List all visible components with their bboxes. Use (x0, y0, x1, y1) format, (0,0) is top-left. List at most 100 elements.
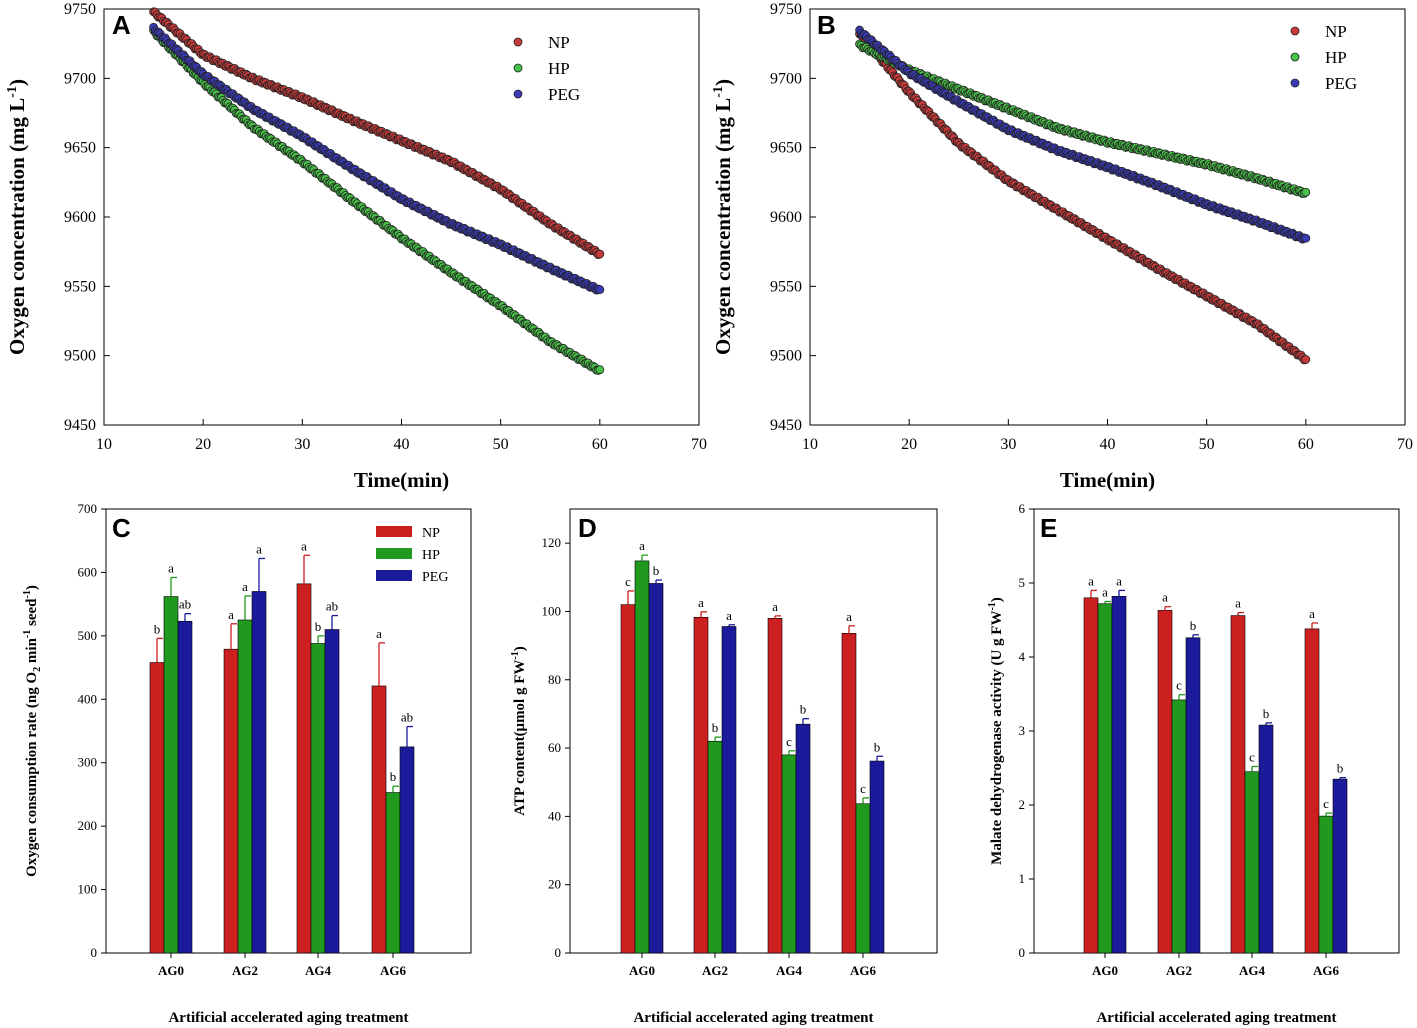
x-tick-label: AG2 (232, 963, 258, 978)
x-tick-label: 60 (592, 436, 608, 453)
bar (721, 626, 737, 954)
y-axis-title-part: ) (24, 585, 40, 590)
y-tick-label: 80 (548, 672, 561, 687)
y-axis-title-part: -1 (510, 651, 521, 659)
bar (223, 648, 239, 954)
panel-letter: A (112, 10, 131, 40)
y-tick-label: 700 (78, 501, 98, 516)
series-hp: a c c c (1097, 585, 1334, 954)
x-tick-label: AG4 (1239, 963, 1266, 978)
legend-label: PEG (422, 570, 448, 585)
x-tick-label: AG6 (380, 963, 407, 978)
panel-letter: C (112, 513, 131, 543)
bar (1157, 610, 1173, 954)
y-axis-title-sup: -1 (711, 86, 726, 98)
data-point (1301, 233, 1311, 243)
series-peg: a b b b (1111, 573, 1348, 954)
bar (869, 760, 885, 954)
significance-letter: a (256, 541, 262, 556)
significance-letter: b (800, 702, 807, 717)
significance-letter: a (1102, 585, 1108, 600)
significance-letter: a (1235, 596, 1241, 611)
bar (1171, 699, 1187, 954)
x-axis-title: Time(min) (1060, 468, 1155, 492)
x-tick-label: 20 (195, 436, 211, 453)
y-axis-title-part: -1 (987, 602, 998, 610)
y-tick-label: 9750 (64, 1, 96, 18)
series-peg: b a b b (648, 563, 885, 954)
x-tick-label: 30 (294, 436, 310, 453)
x-tick-label: 50 (1199, 436, 1215, 453)
x-tick-label: 50 (493, 436, 509, 453)
legend-label: PEG (548, 85, 580, 104)
significance-letter: c (625, 574, 631, 589)
y-tick-label: 0 (1019, 945, 1026, 960)
significance-letter: b (315, 619, 322, 634)
bar (648, 583, 664, 954)
x-tick-label: 70 (691, 436, 707, 453)
x-tick-label: AG6 (1313, 963, 1340, 978)
x-axis-title: Artificial accelerated aging treatment (1096, 1010, 1336, 1026)
bar (795, 723, 811, 954)
x-tick-label: 40 (1100, 436, 1116, 453)
series-np: aa aa (1083, 573, 1320, 954)
plot-frame (569, 508, 938, 954)
significance-letter: a (846, 609, 852, 624)
y-tick-label: 20 (548, 877, 561, 892)
y-axis-title-sup: -1 (5, 86, 20, 98)
bar (324, 629, 340, 954)
x-tick-label: 70 (1397, 436, 1413, 453)
bar (1185, 637, 1201, 954)
legend-label: NP (1325, 22, 1347, 41)
y-tick-label: 60 (548, 740, 561, 755)
y-tick-label: 200 (78, 818, 98, 833)
y-tick-label: 9550 (770, 278, 802, 295)
plot-frame (809, 8, 1406, 426)
legend-label: HP (422, 548, 440, 563)
legend-marker (1290, 52, 1300, 62)
bar (1083, 597, 1099, 954)
bar (371, 685, 387, 954)
series-np: b a a a (149, 538, 387, 954)
y-tick-label: 3 (1019, 723, 1026, 738)
y-axis-title-part: Oxygen consumption rate (ng O (24, 672, 40, 877)
significance-letter: b (874, 739, 881, 754)
y-tick-label: 9500 (770, 348, 802, 365)
bar (693, 616, 709, 954)
series-peg (149, 22, 605, 295)
y-tick-label: 400 (78, 691, 98, 706)
bar (1097, 603, 1113, 954)
y-axis-title: ATP content(μmol g FW-1) (510, 646, 528, 815)
x-tick-label: 10 (802, 436, 818, 453)
legend-marker (1290, 26, 1300, 36)
significance-letter: a (376, 626, 382, 641)
bar (1258, 724, 1274, 954)
significance-letter: a (168, 561, 174, 576)
y-axis-title: Oxygen concentration (mg L-1) (5, 79, 29, 355)
significance-letter: a (242, 579, 248, 594)
bar (251, 591, 267, 954)
significance-letter: b (712, 720, 719, 735)
y-axis-title-main: Oxygen concentration (mg L (711, 98, 735, 355)
data-point (595, 365, 605, 375)
panel-b: 10 20 30 40 50 60 70 9450 9500 9550 9600 9650 9700 97… (711, 1, 1413, 492)
panel-letter: E (1040, 513, 1057, 543)
y-tick-label: 2 (1019, 797, 1026, 812)
y-tick-label: 500 (78, 628, 98, 643)
legend-marker (513, 89, 523, 99)
bar (841, 633, 857, 954)
y-tick-label: 9500 (64, 348, 96, 365)
x-tick-label: 20 (901, 436, 917, 453)
x-tick-label: 30 (1000, 436, 1016, 453)
x-tick-label: AG0 (1092, 963, 1118, 978)
y-axis-title-part: -1 (22, 630, 33, 638)
data-point (1301, 187, 1311, 197)
series-peg (855, 25, 1311, 244)
y-axis-title-part: min (24, 637, 40, 666)
bar (177, 620, 193, 954)
significance-letter: a (698, 595, 704, 610)
y-axis-title-part: ) (989, 597, 1005, 602)
